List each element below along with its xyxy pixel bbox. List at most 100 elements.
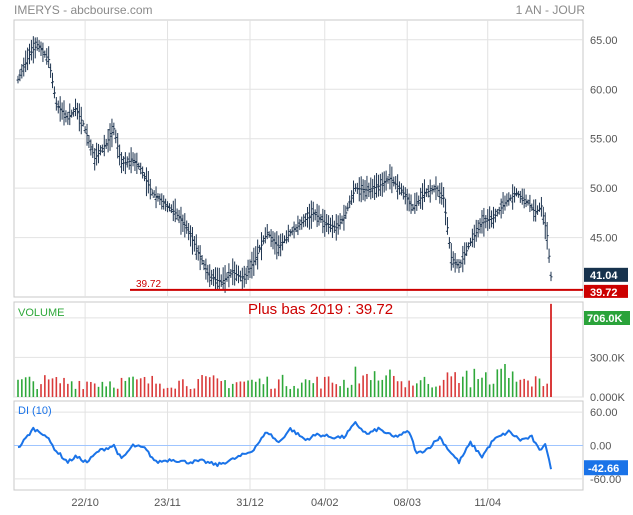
volume-bar: [366, 373, 368, 397]
volume-bar: [17, 379, 19, 397]
volume-bar: [485, 372, 487, 397]
volume-bar: [51, 378, 54, 397]
volume-bar: [481, 377, 483, 397]
volume-bar: [281, 374, 284, 397]
volume-bar: [465, 370, 468, 397]
volume-bar: [339, 386, 341, 397]
volume-bar: [274, 388, 276, 397]
volume-bar: [93, 383, 96, 397]
volume-last-value: 706.0K: [587, 313, 623, 325]
x-tick-label: 04/02: [311, 497, 339, 509]
volume-bar: [289, 388, 292, 397]
volume-bar: [462, 376, 464, 397]
volume-bar: [408, 380, 410, 397]
volume-bar: [105, 386, 107, 397]
volume-bar: [132, 376, 134, 397]
volume-bar: [97, 386, 100, 397]
volume-bar: [492, 383, 495, 397]
volume-bar: [182, 379, 184, 397]
volume-bar: [247, 380, 249, 397]
volume-bar: [44, 375, 46, 397]
volume-bar: [546, 383, 548, 397]
volume-bar: [258, 378, 261, 397]
volume-bar: [55, 377, 58, 397]
support-badge-value: 39.72: [590, 287, 618, 299]
price-y-tick: 65.00: [590, 35, 618, 47]
volume-bar: [159, 383, 161, 397]
x-tick-label: 23/11: [154, 497, 181, 509]
volume-bar: [197, 379, 200, 397]
support-annotation: Plus bas 2019 : 39.72: [248, 301, 393, 318]
di-y-tick: 0.00: [590, 441, 611, 453]
volume-bar: [86, 381, 88, 397]
volume-bar: [369, 380, 372, 397]
volume-bar: [534, 376, 537, 397]
volume-bar: [346, 387, 349, 397]
volume-bar: [90, 381, 92, 397]
volume-bar: [136, 379, 138, 397]
volume-bar: [189, 388, 192, 397]
volume-bar: [496, 369, 499, 397]
price-y-tick: 55.00: [590, 134, 618, 146]
support-badge: [584, 284, 628, 298]
volume-bar: [431, 387, 433, 397]
volume-bar: [32, 381, 35, 397]
chart-source-title: IMERYS - abcbourse.com: [14, 3, 153, 17]
last-price-value: 41.04: [590, 270, 618, 282]
volume-bar: [442, 379, 445, 397]
volume-bar: [508, 377, 510, 397]
volume-bar: [47, 379, 50, 397]
volume-bar: [262, 384, 265, 397]
volume-bar: [70, 381, 73, 397]
price-y-tick: 50.00: [590, 183, 618, 195]
volume-bar: [323, 376, 326, 397]
volume-bar: [423, 376, 426, 397]
volume-bar: [504, 364, 506, 397]
volume-bar: [373, 371, 376, 397]
volume-bar: [143, 376, 146, 397]
volume-bar: [531, 386, 533, 397]
volume-bar: [385, 375, 387, 397]
volume-bar: [473, 368, 476, 397]
x-tick-label: 31/12: [236, 497, 264, 509]
period-label[interactable]: 1 AN - JOUR: [515, 3, 585, 17]
volume-y-tick: 300.0K: [590, 352, 626, 364]
price-y-tick: 45.00: [590, 233, 618, 245]
volume-bar: [515, 381, 518, 397]
last-price-badge: [584, 267, 628, 282]
volume-bar: [320, 388, 322, 397]
volume-bar: [381, 379, 384, 397]
x-tick-label: 11/04: [474, 497, 501, 509]
volume-bar: [193, 388, 196, 397]
volume-bar: [400, 381, 403, 397]
volume-bar: [446, 372, 449, 397]
price-y-tick: 60.00: [590, 84, 618, 96]
volume-bar: [354, 366, 357, 397]
volume-bar: [78, 380, 81, 397]
volume-bar: [67, 383, 69, 397]
volume-bar: [316, 376, 318, 397]
volume-bar: [488, 384, 491, 397]
volume-bar: [327, 376, 330, 397]
x-tick-label: 08/03: [393, 497, 421, 509]
volume-bar: [116, 388, 119, 397]
volume-bar: [185, 386, 188, 397]
volume-bar: [21, 379, 23, 397]
volume-y-tick: 0.000K: [590, 392, 626, 404]
volume-bar: [155, 383, 157, 397]
volume-bar: [124, 380, 127, 397]
volume-bar: [458, 383, 460, 397]
volume-bar: [350, 384, 353, 397]
volume-bar: [220, 381, 223, 397]
volume-bar: [28, 376, 31, 397]
volume-bar: [477, 379, 479, 397]
volume-bar: [396, 381, 399, 397]
di-y-tick: -60.00: [590, 474, 621, 486]
volume-bar: [293, 385, 295, 397]
volume-bar: [170, 387, 173, 397]
volume-bar: [300, 382, 303, 397]
volume-bar: [435, 386, 437, 397]
di-y-tick: 60.00: [590, 407, 618, 419]
volume-bar: [542, 386, 545, 397]
